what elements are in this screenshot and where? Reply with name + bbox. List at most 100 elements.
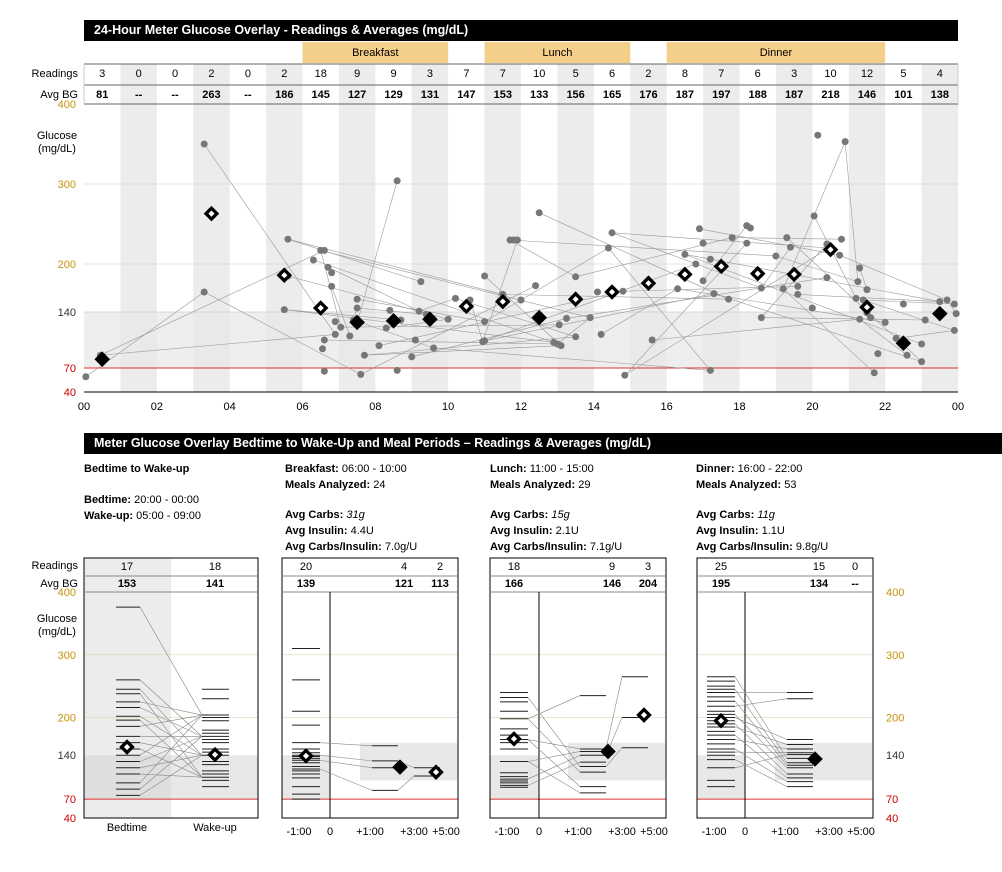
meal-trace	[527, 739, 581, 750]
meal-name: Dinner:	[696, 463, 735, 475]
reading-trace	[433, 347, 711, 371]
x-label: +3:00	[400, 826, 428, 838]
avg-bg-value: 146	[858, 89, 876, 101]
reading-dot	[324, 263, 332, 271]
avg-carbs-label: Avg Carbs:	[696, 509, 755, 521]
y-tick-label-left: 400	[58, 587, 76, 599]
readings-count: 12	[861, 68, 873, 80]
reading-dot	[608, 229, 616, 237]
avg-bg-value: 153	[494, 89, 512, 101]
bedtime-trace	[139, 679, 203, 737]
reading-dot	[823, 274, 831, 282]
readings-count: 7	[463, 68, 469, 80]
avg-bg-value: 187	[785, 89, 803, 101]
reading-dot	[746, 224, 754, 232]
meals-analyzed: Meals Analyzed: 53	[696, 479, 797, 491]
reading-dot	[386, 306, 394, 314]
reading-dot	[408, 353, 416, 361]
target-range-band	[84, 312, 958, 368]
avg-carbs-value: 11g	[757, 509, 775, 521]
reading-dot	[481, 337, 489, 345]
reading-dot	[710, 290, 718, 298]
x-label: -1:00	[494, 826, 519, 838]
avg-ratio-value: 9.8g/U	[795, 541, 829, 553]
y-tick-label-right: 200	[886, 713, 904, 725]
avg-bg-value: --	[171, 89, 179, 101]
x-label: -1:00	[701, 826, 726, 838]
meal-trace	[527, 751, 581, 762]
avg-bg-value: 113	[431, 578, 449, 590]
reading-dot	[481, 318, 489, 326]
reading-trace	[484, 263, 696, 342]
hourly-average-marker-center	[281, 272, 288, 279]
meal-trace	[319, 768, 373, 791]
reading-dot	[360, 351, 368, 359]
reading-dot	[841, 138, 849, 146]
x-label: +5:00	[640, 826, 668, 838]
reading-trace	[684, 254, 940, 302]
y-tick-label: 200	[58, 259, 76, 271]
avg-bg-value: 197	[712, 89, 730, 101]
post-meal-target-band	[360, 742, 457, 781]
period-box	[484, 42, 631, 63]
reading-dot	[557, 342, 565, 350]
reading-dot	[346, 332, 354, 340]
reading-trace	[859, 318, 908, 356]
reading-trace	[284, 309, 554, 343]
x-label: +1:00	[771, 826, 799, 838]
meal-trace	[397, 775, 415, 791]
reading-dot	[786, 243, 794, 251]
x-tick-label: 16	[661, 401, 673, 413]
hourly-average-marker-center	[791, 271, 798, 278]
reading-trace	[418, 298, 456, 312]
x-tick-label: 04	[224, 401, 236, 413]
readings-count: 0	[245, 68, 251, 80]
avg-insulin-value: 1.1U	[761, 525, 785, 537]
reading-trace	[844, 141, 859, 282]
meals-analyzed-label: Meals Analyzed:	[285, 479, 371, 491]
readings-count: 3	[427, 68, 433, 80]
meal-time-value: 11:00 - 15:00	[529, 463, 594, 475]
reading-trace	[566, 277, 827, 319]
reading-trace	[713, 293, 922, 362]
avg-bg-value: 165	[603, 89, 621, 101]
x-tick-label: 22	[879, 401, 891, 413]
meal-trace	[734, 754, 788, 769]
avg-bg-row-label: Avg BG	[40, 578, 78, 590]
reading-trace	[863, 299, 955, 331]
bedtime-trace	[139, 736, 203, 790]
late-post-meal-average-marker-center	[432, 769, 440, 776]
y-axis-title: Glucose	[37, 613, 77, 625]
reading-trace	[510, 239, 776, 257]
avg-bg-value: 186	[275, 89, 293, 101]
reading-dot	[593, 288, 601, 296]
reading-trace	[608, 247, 711, 371]
reading-dot	[779, 285, 787, 293]
bottom-chart-title: Meter Glucose Overlay Bedtime to Wake-Up…	[84, 433, 1002, 454]
y-tick-label: 70	[64, 363, 76, 375]
reading-trace	[652, 318, 860, 341]
reading-trace	[509, 239, 576, 278]
readings-count: 0	[852, 561, 858, 573]
avg-bg-value: 131	[421, 89, 439, 101]
bedtime-trace	[139, 714, 203, 756]
avg-bg-value: 121	[395, 578, 413, 590]
y-tick-label-right: 400	[886, 587, 904, 599]
avg-insulin: Avg Insulin: 4.4U	[285, 525, 374, 537]
bedtime-trace	[139, 701, 203, 716]
avg-bg-value: 81	[96, 89, 108, 101]
y-tick-label-left: 140	[58, 750, 76, 762]
reading-dot	[513, 236, 521, 244]
y-tick-label: 400	[58, 99, 76, 111]
avg-bg-value: 187	[676, 89, 694, 101]
readings-count: 7	[500, 68, 506, 80]
avg-carbs-label: Avg Carbs:	[490, 509, 549, 521]
reading-dot	[417, 278, 425, 286]
late-post-meal-average-marker-center	[640, 711, 648, 719]
bedtime-trace	[139, 716, 203, 756]
meal-trace	[734, 739, 788, 750]
readings-count: 4	[937, 68, 943, 80]
y-tick-label-left: 40	[64, 813, 76, 825]
reading-dot	[280, 306, 288, 314]
